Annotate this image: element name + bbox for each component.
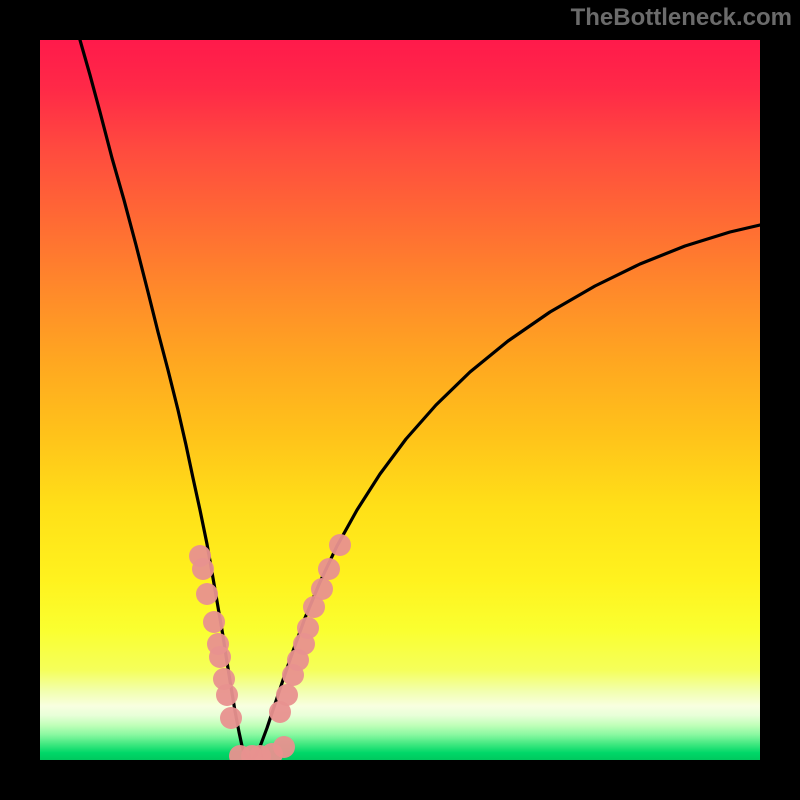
curve-marker [318,558,340,580]
curve-marker [297,617,319,639]
curve-marker [209,646,231,668]
curve-marker [216,684,238,706]
curve-marker [276,684,298,706]
curve-marker [192,558,214,580]
curve-marker [203,611,225,633]
curve-marker [329,534,351,556]
stage: TheBottleneck.com [0,0,800,800]
plot-area [40,40,760,760]
curve-marker [311,578,333,600]
watermark-text: TheBottleneck.com [571,4,792,32]
curve-marker [273,736,295,758]
curve-marker [220,707,242,729]
bottleneck-curve-right [252,225,760,760]
curve-layer [40,40,760,760]
curve-marker [196,583,218,605]
